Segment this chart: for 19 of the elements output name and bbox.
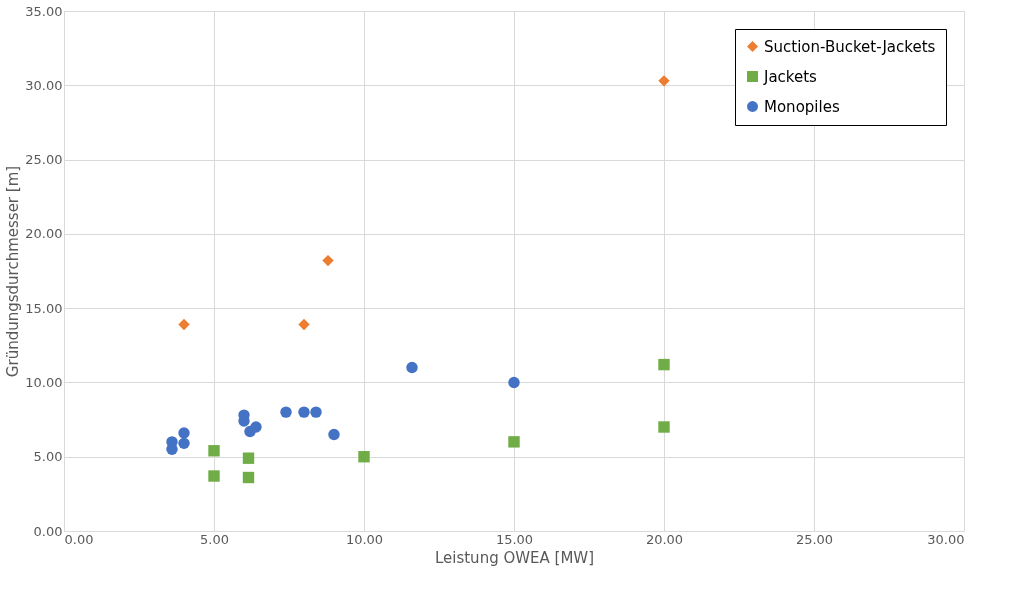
- x-tick-label: 5.00: [200, 531, 229, 547]
- x-tick-label: 10.00: [345, 531, 384, 547]
- x-tick-label: 0.00: [64, 531, 94, 547]
- y-tick-label: 10.00: [25, 374, 63, 390]
- x-tick-label: 15.00: [495, 531, 534, 547]
- x-axis-title: Leistung OWEA [MW]: [434, 548, 595, 567]
- y-tick-label: 30.00: [25, 77, 63, 93]
- x-tick-label: 30.00: [927, 531, 965, 547]
- y-tick-label: 35.00: [25, 3, 63, 19]
- y-tick-label: 20.00: [25, 226, 63, 242]
- y-tick-label: 15.00: [25, 300, 63, 316]
- y-tick-label: 5.00: [33, 449, 63, 465]
- x-tick-label: 20.00: [645, 531, 684, 547]
- legend-label: Monopiles: [764, 97, 840, 116]
- legend-label: Jackets: [763, 67, 818, 86]
- legend-label: Suction-Bucket-Jackets: [764, 37, 936, 56]
- y-axis-title: Gründungsdurchmesser [m]: [4, 165, 23, 378]
- x-tick-label: 25.00: [795, 531, 834, 547]
- y-tick-label: 25.00: [25, 152, 63, 168]
